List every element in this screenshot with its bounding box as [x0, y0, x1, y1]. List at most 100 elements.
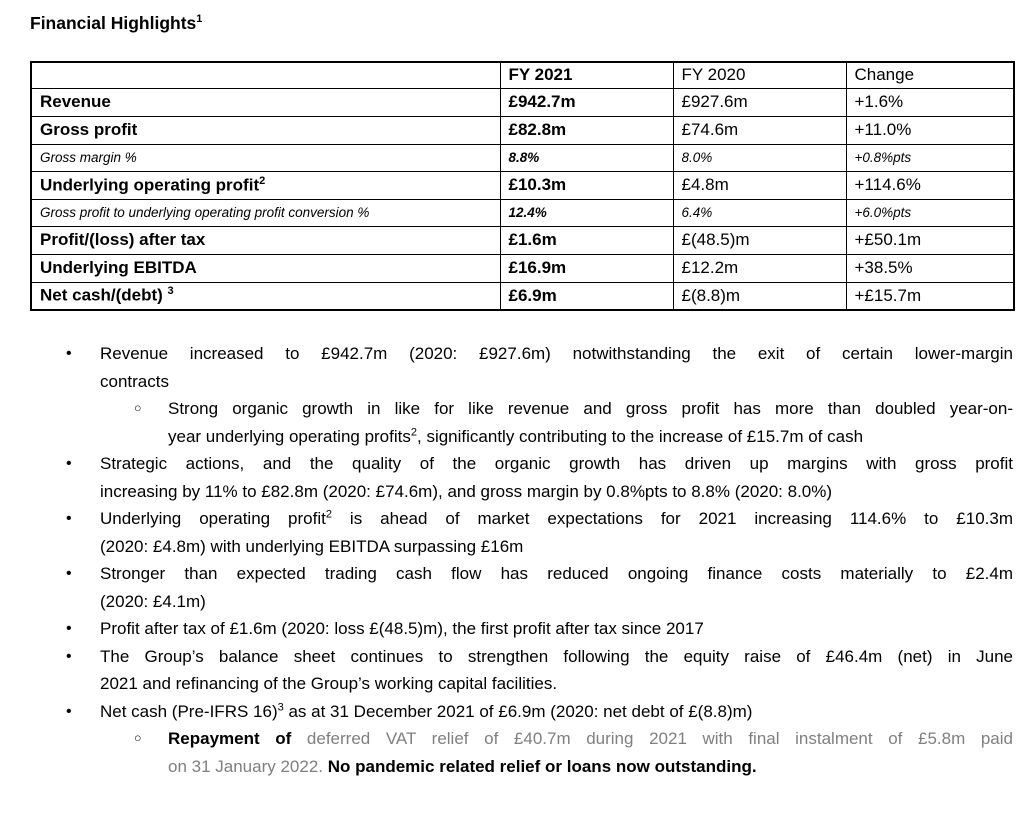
- row-label-cell: Gross profit to underlying operating pro…: [30, 198, 501, 227]
- table-row: Profit/(loss) after tax £1.6m £(48.5)m +£50…: [30, 225, 1015, 255]
- fy2021-cell: £1.6m: [499, 225, 674, 255]
- fy2020-cell: £927.6m: [672, 87, 847, 117]
- text-line: Revenue increased to £942.7m (2020: £927…: [100, 340, 1013, 368]
- row-label-cell: Revenue: [30, 87, 501, 117]
- table-row: Net cash/(debt) 3 £6.9m £(8.8)m +£15.7m: [30, 281, 1015, 311]
- list-item: • The Group’s balance sheet continues to …: [30, 643, 1013, 698]
- page-title-text: Financial Highlights: [30, 13, 197, 33]
- text-line: contracts: [100, 368, 1013, 396]
- table-header: FY 2021 FY 2020 Change: [30, 61, 1015, 89]
- table-row: Underlying EBITDA £16.9m £12.2m +38.5%: [30, 253, 1015, 283]
- change-cell: +114.6%: [845, 170, 1015, 200]
- text-segment: contracts: [100, 371, 169, 391]
- highlights-list: • Revenue increased to £942.7m (2020: £92…: [30, 340, 1013, 780]
- table-row: Gross margin % 8.8% 8.0% +0.8%pts: [30, 143, 1015, 172]
- text-line: (2020: £4.1m): [100, 588, 1013, 616]
- fy2020-cell: 8.0%: [672, 143, 847, 172]
- text-line: Underlying operating profit2 is ahead of…: [100, 505, 1013, 533]
- text-segment: No pandemic related relief or loans now …: [327, 756, 757, 776]
- list-item-text: Net cash (Pre-IFRS 16)3 as at 31 Decembe…: [100, 698, 1013, 726]
- fy2020-cell: £4.8m: [672, 170, 847, 200]
- text-segment: Profit after tax of £1.6m (2020: loss £(…: [100, 619, 704, 638]
- text-segment: is ahead of market expectations for 2021…: [331, 509, 1013, 528]
- text-line: year underlying operating profits2, sign…: [168, 423, 1013, 451]
- text-line: 2021 and refinancing of the Group’s work…: [100, 670, 1013, 698]
- text-line: Profit after tax of £1.6m (2020: loss £(…: [100, 615, 1013, 643]
- list-item: • Revenue increased to £942.7m (2020: £92…: [30, 340, 1013, 395]
- change-cell: +0.8%pts: [845, 143, 1015, 172]
- fy2020-cell: £(8.8)m: [672, 281, 847, 311]
- text-segment: Underlying operating profit: [100, 509, 326, 528]
- column-header: FY 2021: [499, 61, 674, 89]
- list-item-text: Profit after tax of £1.6m (2020: loss £(…: [100, 615, 1013, 643]
- column-header: [30, 61, 501, 89]
- text-segment: Stronger than expected trading cash flow…: [100, 564, 1013, 583]
- change-cell: +£50.1m: [845, 225, 1015, 255]
- text-segment: (2020: £4.1m): [100, 591, 206, 611]
- text-segment: 2021 and refinancing of the Group’s work…: [100, 674, 558, 693]
- circle-bullet-icon: ○: [134, 731, 142, 745]
- list-item-text: Strategic actions, and the quality of th…: [100, 450, 1013, 505]
- column-header: FY 2020: [672, 61, 847, 89]
- row-label-cell: Underlying EBITDA: [30, 253, 501, 283]
- financial-highlights-table: FY 2021 FY 2020 Change Revenue £942.7m £927.…: [30, 61, 1015, 311]
- text-segment: deferred VAT relief of £40.7m during 202…: [306, 729, 1013, 748]
- text-line: increasing by 11% to £82.8m (2020: £74.6…: [100, 478, 1013, 506]
- page-title: Financial Highlights1: [30, 13, 1013, 34]
- text-line: Strong organic growth in like for like r…: [168, 395, 1013, 423]
- text-line: Strategic actions, and the quality of th…: [100, 450, 1013, 478]
- fy2021-cell: £6.9m: [499, 281, 674, 311]
- bullet-icon: •: [66, 620, 72, 637]
- text-segment: Net cash (Pre-IFRS 16): [100, 701, 278, 721]
- list-item-text: Strong organic growth in like for like r…: [168, 395, 1013, 450]
- sub-list-item: ○ Strong organic growth in like for like …: [30, 395, 1013, 450]
- table-body: Revenue £942.7m £927.6m +1.6% Gross profit £8…: [30, 87, 1015, 311]
- sub-list-item: ○ Repayment of deferred VAT relief of £40…: [30, 725, 1013, 780]
- circle-bullet-icon: ○: [134, 401, 142, 415]
- text-line: Repayment of deferred VAT relief of £40.…: [168, 725, 1013, 753]
- list-item: • Stronger than expected trading cash flo…: [30, 560, 1013, 615]
- column-header: Change: [845, 61, 1015, 89]
- title-footnote-superscript: 1: [196, 13, 203, 26]
- text-segment: as at 31 December 2021 of £6.9m (2020: n…: [283, 701, 753, 721]
- change-cell: +£15.7m: [845, 281, 1015, 311]
- text-segment: (2020: £4.8m) with underlying EBITDA sur…: [100, 536, 524, 556]
- table-row: Gross profit to underlying operating pro…: [30, 198, 1015, 227]
- fy2020-cell: £74.6m: [672, 115, 847, 145]
- list-item: • Strategic actions, and the quality of t…: [30, 450, 1013, 505]
- fy2021-cell: 8.8%: [499, 143, 674, 172]
- table-header-row: FY 2021 FY 2020 Change: [30, 61, 1015, 89]
- text-line: Stronger than expected trading cash flow…: [100, 560, 1013, 588]
- text-line: (2020: £4.8m) with underlying EBITDA sur…: [100, 533, 1013, 561]
- row-label-cell: Gross margin %: [30, 143, 501, 172]
- table-row: Gross profit £82.8m £74.6m +11.0%: [30, 115, 1015, 145]
- change-cell: +38.5%: [845, 253, 1015, 283]
- text-line: The Group’s balance sheet continues to s…: [100, 643, 1013, 671]
- bullet-icon: •: [66, 455, 72, 472]
- list-item-text: Underlying operating profit2 is ahead of…: [100, 505, 1013, 560]
- footnote-superscript: 2: [410, 425, 417, 438]
- text-line: Net cash (Pre-IFRS 16)3 as at 31 Decembe…: [100, 698, 1013, 726]
- list-item: • Profit after tax of £1.6m (2020: loss £…: [30, 615, 1013, 643]
- bullet-icon: •: [66, 510, 72, 527]
- bullet-icon: •: [66, 647, 72, 665]
- table-row: Revenue £942.7m £927.6m +1.6%: [30, 87, 1015, 117]
- change-cell: +6.0%pts: [845, 198, 1015, 227]
- list-item: • Underlying operating profit2 is ahead o…: [30, 505, 1013, 560]
- document-page: Financial Highlights1 FY 2021 FY 2020 Chan…: [30, 13, 1015, 780]
- fy2020-cell: £12.2m: [672, 253, 847, 283]
- fy2020-cell: 6.4%: [672, 198, 847, 227]
- text-line: on 31 January 2022. No pandemic related …: [168, 753, 1013, 781]
- footnote-superscript: 2: [325, 508, 332, 521]
- fy2021-cell: £942.7m: [499, 87, 674, 117]
- list-item-text: Stronger than expected trading cash flow…: [100, 560, 1013, 615]
- footnote-superscript: 2: [259, 174, 266, 187]
- text-segment: on 31 January 2022.: [168, 756, 328, 776]
- change-cell: +1.6%: [845, 87, 1015, 117]
- list-item: • Net cash (Pre-IFRS 16)3 as at 31 Decemb…: [30, 698, 1013, 726]
- row-label-cell: Profit/(loss) after tax: [30, 225, 501, 255]
- list-item-text: Revenue increased to £942.7m (2020: £927…: [100, 340, 1013, 395]
- bullet-icon: •: [66, 565, 72, 582]
- fy2020-cell: £(48.5)m: [672, 225, 847, 255]
- fy2021-cell: 12.4%: [499, 198, 674, 227]
